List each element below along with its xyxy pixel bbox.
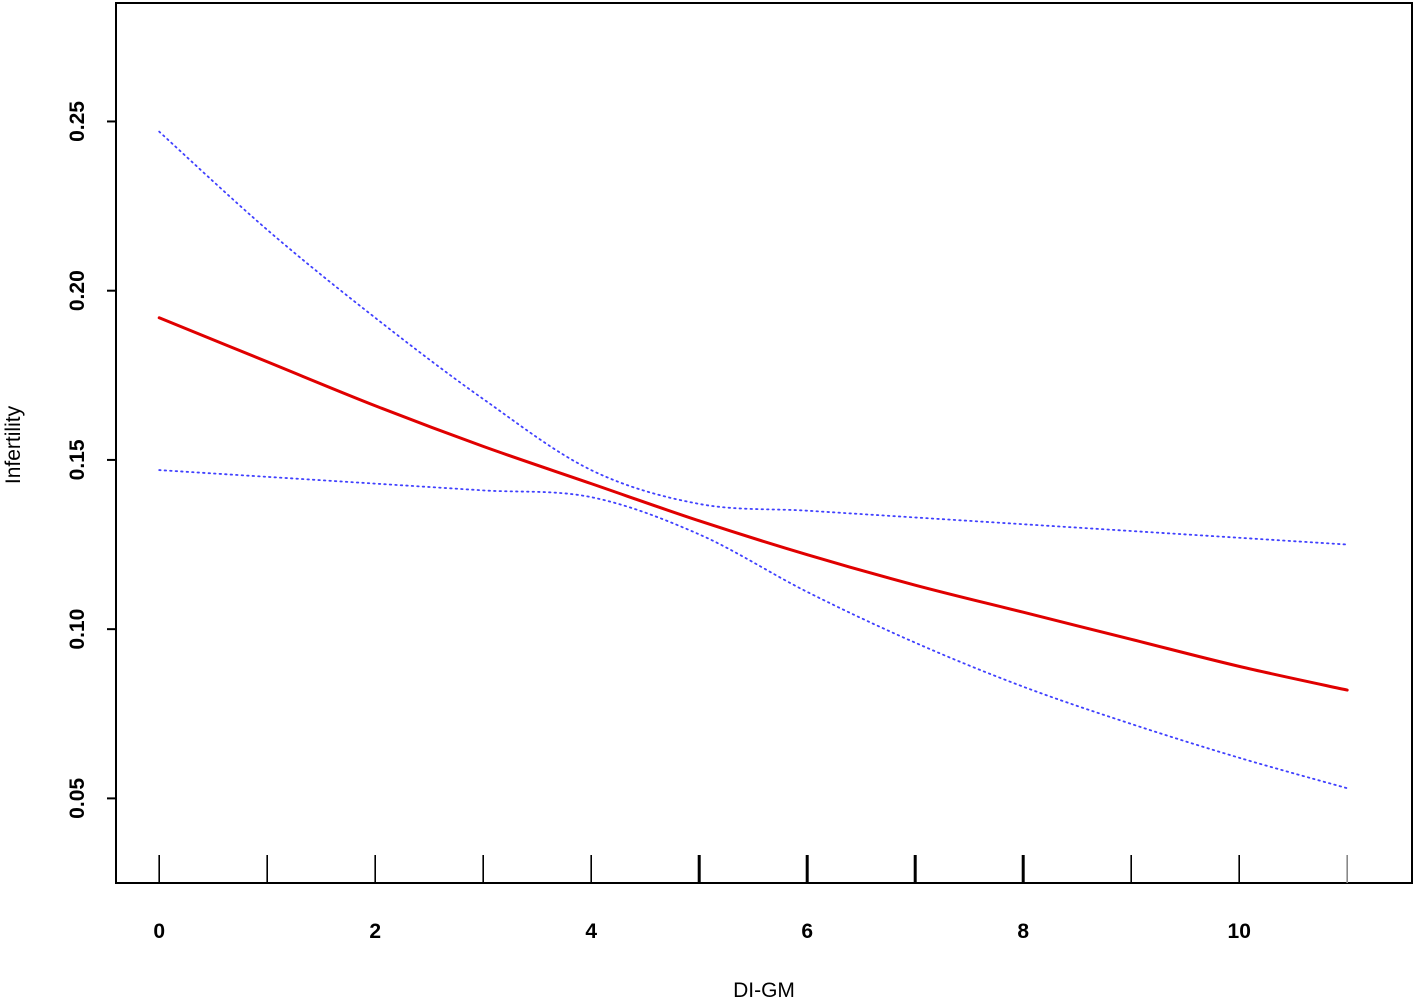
x-tick-label: 4 [585,920,597,943]
series-layer [157,130,1349,790]
y-axis-title: Infertility [2,405,25,484]
x-tick-label: 0 [153,920,165,943]
estimate-line [157,316,1349,692]
y-tick-label: 0.05 [66,778,89,819]
y-tick-label: 0.10 [66,609,89,650]
upper-ci-line [158,130,1349,546]
y-tick-label: 0.15 [66,439,89,480]
y-tick-label: 0.20 [66,270,89,311]
y-tick-label: 0.25 [66,101,89,142]
plot-frame [115,2,1413,884]
y-axis: 0.05 0.10 0.15 0.20 0.25 [66,101,116,819]
x-tick-label: 6 [801,920,813,943]
x-tick-label: 2 [369,920,381,943]
x-tick-label: 10 [1228,920,1251,943]
x-axis: 0 2 4 6 8 10 [153,855,1348,943]
lower-ci-line [158,469,1349,790]
x-axis-title: DI-GM [733,979,795,1002]
x-tick-label: 8 [1017,920,1029,943]
